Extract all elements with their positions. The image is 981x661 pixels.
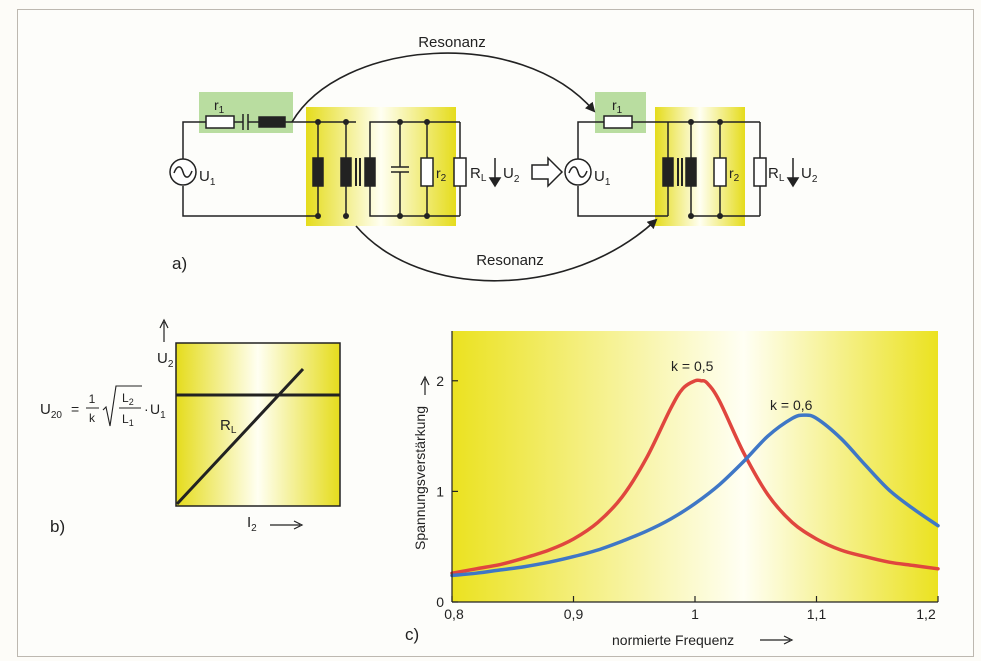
y-tick-label: 2	[436, 373, 444, 389]
chart-x-label: normierte Frequenz	[612, 632, 734, 648]
panel-b-plot-area	[175, 342, 341, 507]
series-line-1	[450, 413, 940, 578]
svg-text:1: 1	[89, 392, 96, 406]
panel-a-label: a)	[172, 254, 187, 273]
left-u2-label: U2	[503, 165, 520, 185]
right-junction-dots	[688, 119, 723, 219]
resonance-label-top: Resonanz	[418, 34, 486, 51]
series-label-k05: k = 0,5	[671, 358, 714, 374]
panel-b-label: b)	[50, 517, 65, 536]
x-tick-label: 0,8	[444, 606, 464, 622]
svg-text:·: ·	[144, 401, 149, 417]
resonance-arc-bottom	[355, 218, 658, 282]
right-ac-source-icon	[564, 158, 592, 186]
u20-formula: U20 = 1 k L2 L1 · U1	[40, 385, 166, 428]
right-source-label: U1	[594, 168, 611, 188]
svg-text:U20: U20	[40, 401, 62, 421]
svg-text:k: k	[89, 411, 96, 425]
series-label-k06: k = 0,6	[770, 397, 813, 413]
svg-text:=: =	[71, 401, 79, 417]
svg-text:L1: L1	[122, 412, 134, 428]
svg-text:L2: L2	[122, 391, 134, 407]
panel-b: RL U2 I2 b) U20 = 1 k L2 L1 · U1	[40, 318, 341, 536]
x-tick-label: 1,1	[807, 606, 827, 622]
x-tick-label: 1	[691, 606, 699, 622]
chart-y-label: Spannungsverstärkung	[412, 406, 428, 550]
svg-text:U1: U1	[150, 401, 166, 421]
panel-c-label: c)	[405, 625, 419, 644]
chart-series-layer	[450, 378, 940, 578]
right-u2-label: U2	[801, 165, 818, 185]
left-ac-source-icon	[169, 158, 197, 186]
i2-axis-label: I2	[247, 514, 257, 534]
chart-tick-layer: 0,8 0,9 1 1,1 1,2 0 1 2	[436, 373, 939, 622]
y-tick-label: 1	[436, 483, 444, 499]
rl-line-label: RL	[220, 417, 237, 436]
resonance-label-bottom: Resonanz	[476, 252, 544, 269]
x-tick-label: 0,9	[564, 606, 584, 622]
transform-arrow-icon	[531, 156, 564, 188]
right-r1-label: r1	[612, 97, 623, 116]
panel-c-chart: 0,8 0,9 1 1,1 1,2 0 1 2 k = 0,5 k = 0,6 Spannun…	[405, 331, 940, 648]
panel-a: Resonanz Resonanz a)	[169, 34, 818, 282]
resonance-arc-top	[291, 52, 596, 123]
left-r2-label: r2	[436, 165, 447, 184]
left-source-label: U1	[199, 168, 216, 188]
right-rl-label: RL	[768, 165, 785, 184]
y-tick-label: 0	[436, 594, 444, 610]
rl-load-line	[175, 367, 305, 506]
left-r1-label: r1	[214, 97, 225, 116]
left-rl-label: RL	[470, 165, 487, 184]
series-line-0	[450, 378, 940, 575]
right-circuit	[577, 115, 800, 217]
u2-axis-label: U2	[157, 350, 174, 370]
right-r2-label: r2	[729, 165, 740, 184]
left-junction-dots	[315, 119, 430, 219]
x-tick-label: 1,2	[916, 606, 936, 622]
